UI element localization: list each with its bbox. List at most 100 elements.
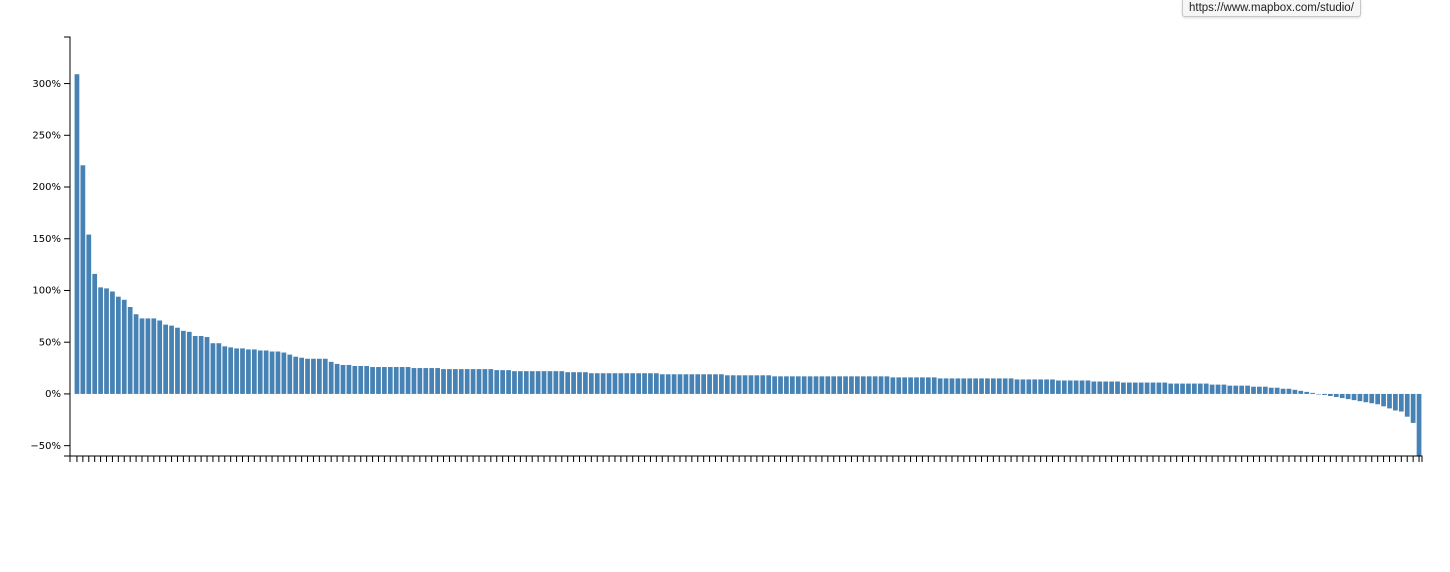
bar xyxy=(837,376,843,394)
bar xyxy=(849,376,854,394)
bar xyxy=(476,369,482,394)
bar xyxy=(1014,379,1020,394)
y-tick-label: 50% xyxy=(39,337,61,348)
bar xyxy=(1186,383,1191,394)
bar xyxy=(943,378,949,394)
bar xyxy=(127,307,133,394)
bar xyxy=(795,376,801,394)
bar xyxy=(630,373,636,394)
bar xyxy=(1103,381,1109,394)
bar xyxy=(281,352,287,394)
bar xyxy=(565,372,571,394)
bar xyxy=(949,378,955,394)
bar xyxy=(411,368,417,394)
y-tick-label: 100% xyxy=(32,286,61,297)
bar xyxy=(1079,380,1085,394)
bar xyxy=(784,376,789,394)
bar xyxy=(855,376,860,394)
bar xyxy=(535,371,541,394)
x-axis xyxy=(69,455,1423,462)
bar xyxy=(1156,382,1162,394)
bar xyxy=(458,369,464,394)
bar xyxy=(1251,386,1256,394)
bar xyxy=(789,376,795,394)
bar xyxy=(973,378,978,394)
bar xyxy=(754,375,760,394)
bar xyxy=(1298,390,1304,394)
bar xyxy=(677,374,683,394)
bar xyxy=(104,288,109,394)
bar xyxy=(133,314,139,394)
bar xyxy=(588,373,594,394)
bar xyxy=(299,357,304,394)
bar xyxy=(423,368,429,394)
bar xyxy=(1008,378,1014,394)
y-tick-label: 150% xyxy=(32,234,61,245)
bar xyxy=(1067,380,1073,394)
bar xyxy=(1091,381,1097,394)
bar xyxy=(110,291,115,394)
bar xyxy=(748,375,754,394)
bar xyxy=(1280,388,1286,394)
bar xyxy=(506,370,511,394)
bar xyxy=(246,349,251,394)
bar xyxy=(990,378,996,394)
bar xyxy=(1056,380,1061,394)
bar xyxy=(1351,393,1357,401)
bar xyxy=(1032,379,1038,394)
bar xyxy=(807,376,813,394)
bar xyxy=(890,377,896,394)
bar xyxy=(311,358,316,394)
bar xyxy=(500,370,506,394)
bar xyxy=(772,376,777,394)
bar xyxy=(736,375,742,394)
bar xyxy=(1061,380,1067,394)
bar xyxy=(74,74,80,394)
bar xyxy=(293,356,299,394)
y-tick-label: 250% xyxy=(32,130,61,141)
bar xyxy=(1410,393,1416,423)
bar xyxy=(1221,384,1227,394)
bar xyxy=(370,367,375,394)
bar xyxy=(1121,382,1126,394)
bar xyxy=(908,377,913,394)
bar xyxy=(512,371,517,394)
bar xyxy=(340,364,346,394)
bar xyxy=(399,367,405,394)
bar xyxy=(1209,384,1215,394)
bar xyxy=(719,374,724,394)
bar xyxy=(1073,380,1079,394)
bar xyxy=(163,324,169,394)
bar xyxy=(1363,393,1369,403)
bar xyxy=(358,365,364,394)
bar xyxy=(896,377,902,394)
bar xyxy=(275,351,281,394)
bar xyxy=(636,373,641,394)
bar xyxy=(541,371,547,394)
bar xyxy=(198,335,204,394)
bar xyxy=(322,358,328,394)
bar xyxy=(707,374,712,394)
bar xyxy=(429,368,435,394)
bar xyxy=(328,361,334,394)
bar xyxy=(985,378,990,394)
bar xyxy=(1262,386,1268,394)
bars-layer xyxy=(74,74,1422,456)
bar xyxy=(1339,393,1345,399)
bar xyxy=(251,349,257,394)
bar xyxy=(967,378,973,394)
bar xyxy=(1227,385,1233,394)
bar xyxy=(612,373,618,394)
bar xyxy=(801,376,807,394)
bar xyxy=(393,367,399,394)
bar xyxy=(452,369,458,394)
bar xyxy=(240,348,245,394)
bar xyxy=(606,373,612,394)
bar xyxy=(1257,386,1262,394)
bar xyxy=(559,371,565,394)
bar xyxy=(192,335,198,394)
bar xyxy=(464,369,470,394)
bar xyxy=(1333,393,1339,398)
bar xyxy=(494,370,500,394)
